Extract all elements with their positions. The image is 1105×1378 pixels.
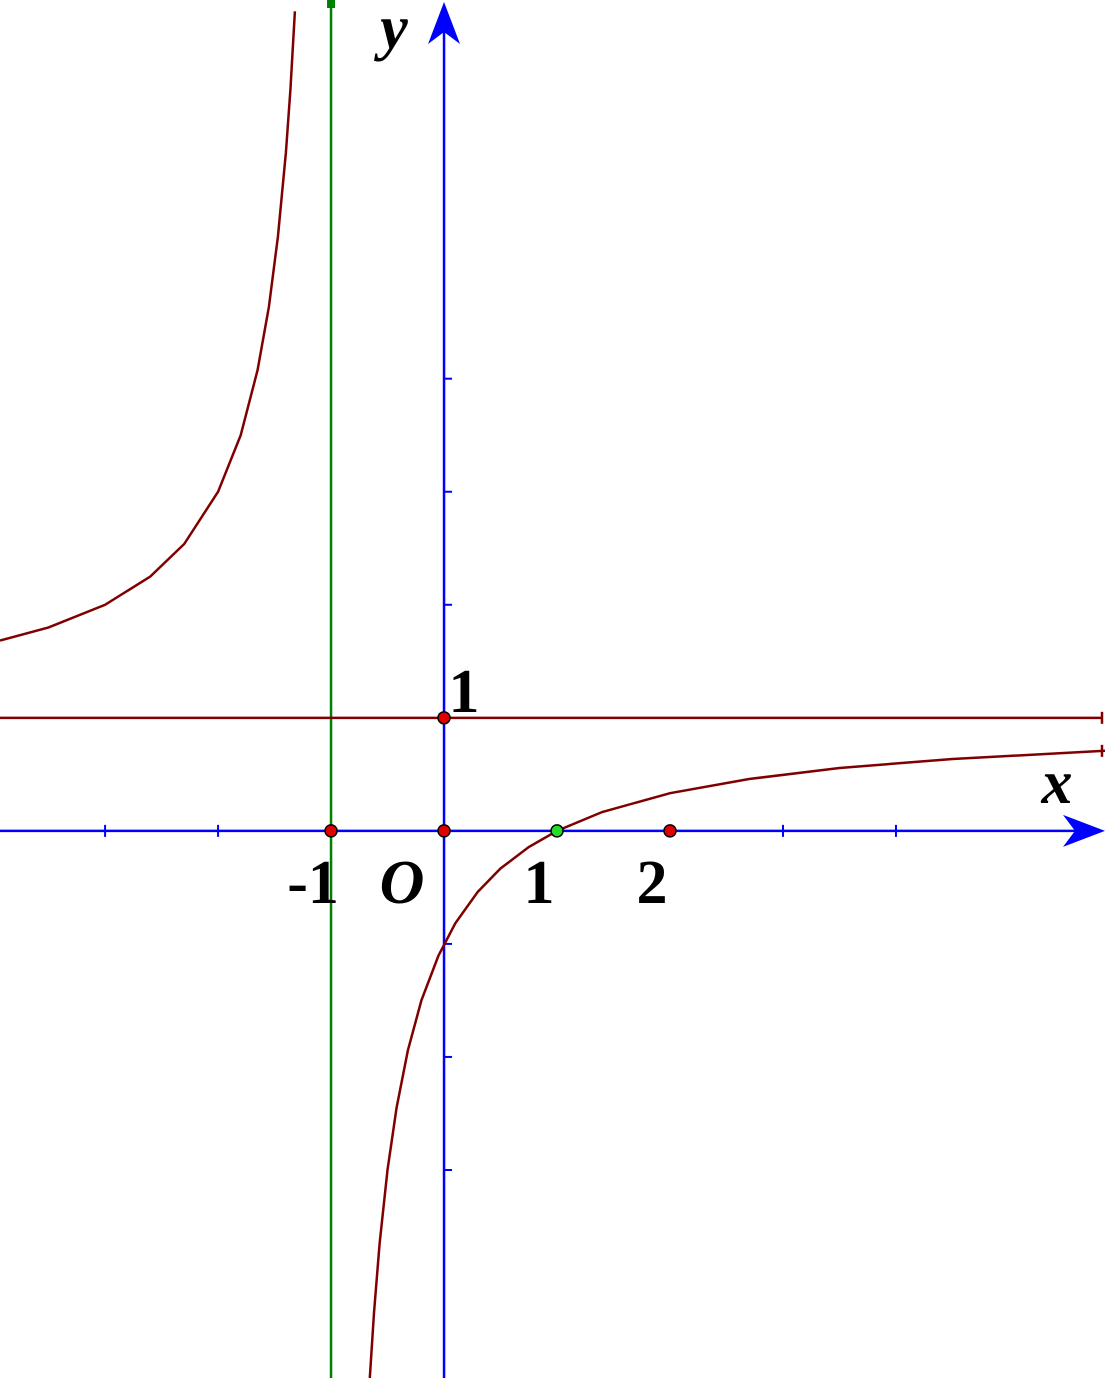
y-axis-label: y — [373, 0, 408, 62]
point — [550, 824, 564, 838]
curve — [0, 11, 1105, 1378]
point — [437, 824, 451, 838]
origin-label: O — [380, 849, 425, 917]
point — [663, 824, 677, 838]
point — [324, 824, 338, 838]
y-tick-label: 1 — [449, 658, 480, 726]
x-axis-arrow — [1063, 814, 1105, 847]
x-axis-label: x — [1041, 749, 1073, 817]
x-tick-label: -1 — [287, 849, 339, 917]
point — [437, 711, 451, 725]
line-end — [327, 0, 336, 8]
x-tick-label: 2 — [637, 849, 668, 917]
x-tick-label: 1 — [524, 849, 555, 917]
y-axis-arrow — [428, 2, 461, 44]
